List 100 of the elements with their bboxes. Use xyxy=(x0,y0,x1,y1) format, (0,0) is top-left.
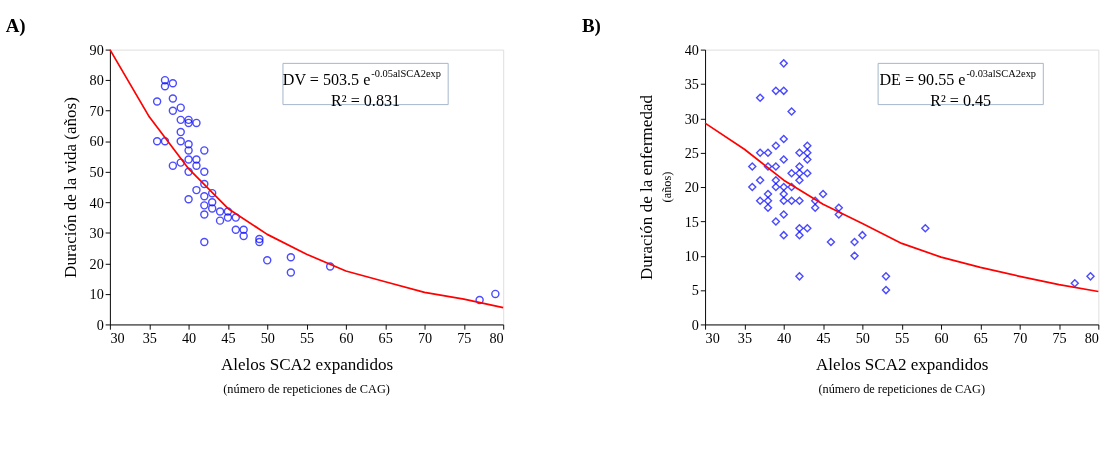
x-tick-label: 75 xyxy=(457,329,472,346)
point xyxy=(200,167,209,176)
y-tick-label: 10 xyxy=(89,286,104,303)
point xyxy=(803,148,812,157)
point xyxy=(207,188,217,198)
point xyxy=(795,175,804,185)
point xyxy=(215,207,225,216)
point xyxy=(779,210,788,219)
y-tick-label: 25 xyxy=(684,144,699,161)
point xyxy=(255,234,264,244)
point xyxy=(215,216,225,225)
point xyxy=(200,146,209,155)
point xyxy=(810,203,820,212)
annotation: R² = 0.831 xyxy=(331,92,401,110)
point xyxy=(881,272,891,281)
x-tick-label: 60 xyxy=(339,329,354,346)
point xyxy=(200,191,209,201)
x-tick-label: 70 xyxy=(1013,329,1028,346)
point xyxy=(803,155,812,164)
y-axis-title: Duración de la vida (años) xyxy=(61,97,81,278)
x-tick-label: 50 xyxy=(855,329,870,346)
point xyxy=(192,185,201,195)
point xyxy=(239,225,248,235)
point xyxy=(1070,279,1079,288)
point xyxy=(168,161,178,170)
y-tick-label: 0 xyxy=(96,316,104,333)
y-tick-label: 15 xyxy=(684,213,699,230)
x-tick-label: 65 xyxy=(973,329,988,346)
y-tick-label: 80 xyxy=(89,72,104,89)
point xyxy=(176,103,185,112)
point xyxy=(184,140,193,149)
point xyxy=(184,155,193,164)
point xyxy=(755,196,765,206)
x-tick-label: 35 xyxy=(737,329,752,346)
point xyxy=(834,210,844,219)
point xyxy=(803,224,812,233)
point xyxy=(795,196,804,206)
point xyxy=(176,127,185,137)
line-series xyxy=(704,122,1100,293)
text: Duración de la enfermedad (años) xyxy=(637,94,674,281)
x-tick-label: 75 xyxy=(1052,329,1067,346)
y-tick-label: 0 xyxy=(691,316,699,333)
x-tick-label: 80 xyxy=(489,329,504,346)
y-tick-label: 30 xyxy=(684,110,699,127)
point xyxy=(168,106,178,115)
x-tick-label: 40 xyxy=(181,329,197,346)
point xyxy=(325,262,335,271)
point xyxy=(787,107,796,116)
point xyxy=(168,79,178,88)
point xyxy=(231,225,241,235)
point xyxy=(176,137,185,146)
point xyxy=(826,237,836,247)
x-tick-label: 45 xyxy=(816,329,831,346)
point xyxy=(771,175,781,185)
y-tick-label: 40 xyxy=(89,194,104,211)
x-tick-label: 30 xyxy=(110,329,125,346)
x-tick-label: 40 xyxy=(777,329,792,346)
y-tick-label: 5 xyxy=(691,282,699,299)
y-tick-label: 40 xyxy=(684,41,699,58)
point xyxy=(239,231,248,241)
point xyxy=(810,196,820,206)
point xyxy=(200,179,209,189)
y-tick-label: 10 xyxy=(684,247,699,264)
point xyxy=(795,148,804,157)
point xyxy=(152,137,162,146)
point xyxy=(779,182,788,192)
point xyxy=(779,189,788,199)
annotation: R² = 0.45 xyxy=(930,92,992,110)
x-tick-label: 70 xyxy=(417,329,433,346)
point xyxy=(881,285,891,295)
point xyxy=(834,203,844,212)
point xyxy=(192,161,201,170)
x-tick-label: 60 xyxy=(934,329,949,346)
point xyxy=(231,213,241,222)
point xyxy=(286,253,296,262)
y-tick-label: 35 xyxy=(684,76,699,93)
point xyxy=(771,162,781,171)
point xyxy=(779,134,788,144)
point xyxy=(1086,272,1095,281)
line-series xyxy=(109,48,505,309)
y-tick-label: 30 xyxy=(89,225,104,242)
point xyxy=(176,115,185,125)
point xyxy=(475,295,484,305)
point xyxy=(184,146,193,155)
point xyxy=(763,196,773,206)
point xyxy=(192,118,201,128)
point xyxy=(771,86,781,96)
point xyxy=(200,237,209,247)
point xyxy=(787,182,796,192)
point xyxy=(779,196,788,206)
point xyxy=(748,162,757,171)
point xyxy=(795,230,804,240)
chart-title: A) xyxy=(5,14,26,37)
point xyxy=(795,169,804,178)
point xyxy=(755,93,765,102)
point xyxy=(755,148,765,157)
y-tick-label: 20 xyxy=(89,255,104,272)
text: Alelos SCA2 expandidos (número de repeticiones de CAG) xyxy=(816,355,989,396)
x-tick-label: 55 xyxy=(299,329,315,346)
x-tick-label: 45 xyxy=(221,329,236,346)
